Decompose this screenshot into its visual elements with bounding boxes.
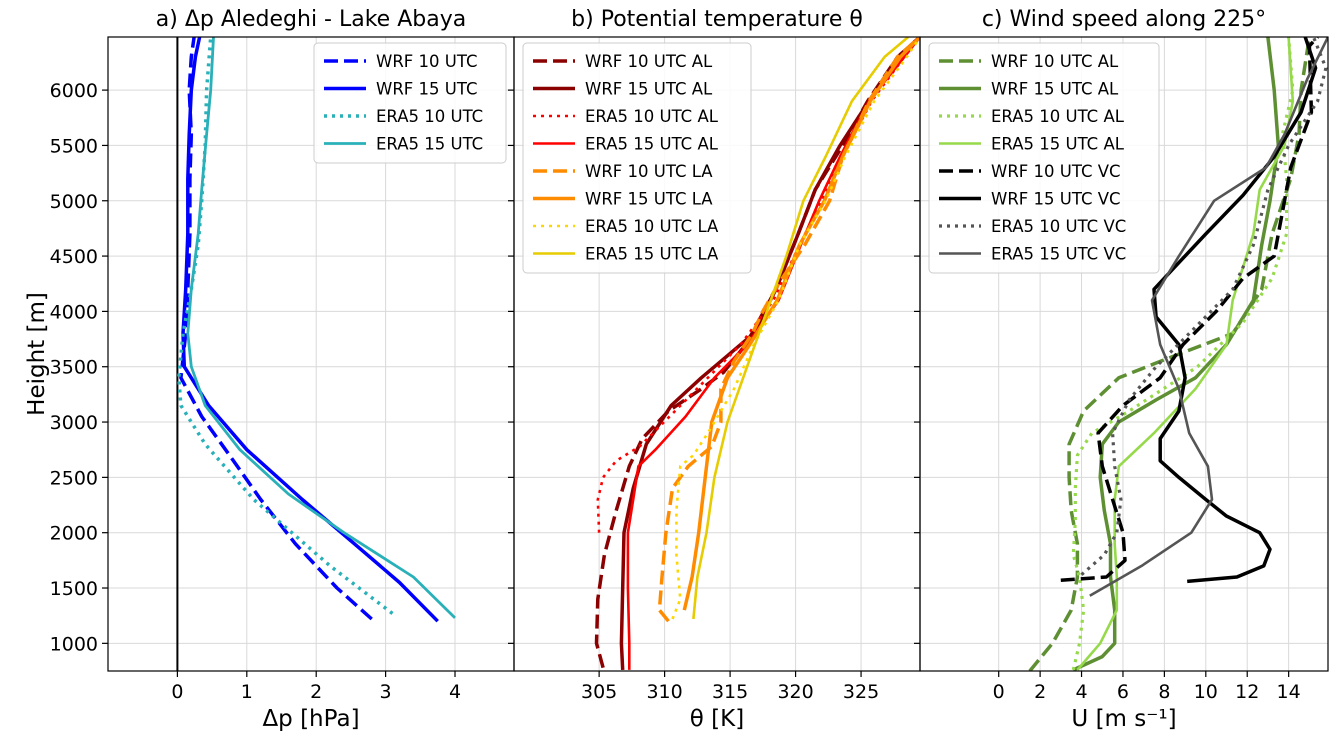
legend-label: ERA5 10 UTC LA bbox=[585, 217, 719, 236]
x-tick-label: 305 bbox=[581, 681, 617, 703]
chart-title: c) Wind speed along 225° bbox=[982, 7, 1266, 32]
x-tick-label: 14 bbox=[1277, 681, 1301, 703]
x-tick-label: 10 bbox=[1194, 681, 1218, 703]
legend-label: WRF 15 UTC LA bbox=[585, 190, 713, 209]
legend-label: WRF 10 UTC AL bbox=[991, 52, 1119, 71]
panels: 0 1 2 3 410001500200025003000350040004500500… bbox=[50, 7, 1329, 732]
x-tick-label: 2 bbox=[1034, 681, 1046, 703]
panel-2: 305 310 315 320 325 b) Potential temperature … bbox=[508, 7, 921, 732]
x-tick-label: 1 bbox=[241, 681, 253, 703]
legend-label: ERA5 15 UTC bbox=[376, 135, 483, 154]
legend-label: ERA5 10 UTC AL bbox=[585, 107, 719, 126]
legend-label: ERA5 10 UTC VC bbox=[991, 217, 1126, 236]
legend-box bbox=[313, 42, 507, 164]
y-tick-label: 5500 bbox=[50, 135, 98, 157]
legend: WRF 10 UTC AL WRF 15 UTC AL ERA5 10 UTC AL… bbox=[928, 42, 1160, 274]
legend-label: WRF 15 UTC bbox=[376, 80, 477, 99]
x-axis-label: U [m s⁻¹] bbox=[1071, 706, 1176, 732]
x-tick-label: 3 bbox=[380, 681, 392, 703]
legend-label: WRF 10 UTC AL bbox=[585, 52, 713, 71]
series-line bbox=[626, 37, 920, 670]
legend-label: ERA5 15 UTC AL bbox=[991, 135, 1125, 154]
y-tick-label: 3000 bbox=[50, 412, 98, 434]
x-tick-label: 12 bbox=[1235, 681, 1259, 703]
x-axis-label: Δp [hPa] bbox=[262, 706, 359, 732]
legend-label: WRF 10 UTC VC bbox=[991, 162, 1121, 181]
x-tick-label: 0 bbox=[171, 681, 183, 703]
panel-3: 0 2 4 6 8 10 12 14 c) Wind speed along 225° U [m … bbox=[914, 7, 1329, 732]
series-line bbox=[619, 37, 920, 670]
y-tick-label: 1000 bbox=[50, 633, 98, 655]
series-line bbox=[657, 37, 920, 623]
x-tick-label: 2 bbox=[310, 681, 322, 703]
x-tick-label: 320 bbox=[777, 681, 813, 703]
series-group bbox=[594, 37, 920, 670]
panel-1: 0 1 2 3 4 1000 1500 2000 2500 3000 3500 4000 4500 500… bbox=[50, 7, 515, 732]
y-tick-label: 5000 bbox=[50, 191, 98, 213]
y-tick-label: 4500 bbox=[50, 246, 98, 268]
legend: WRF 10 UTC WRF 15 UTC ERA5 10 UTC ERA5 15 U… bbox=[313, 42, 507, 164]
x-tick-label: 0 bbox=[993, 681, 1005, 703]
y-tick-label: 2500 bbox=[50, 467, 98, 489]
x-tick-label: 8 bbox=[1158, 681, 1170, 703]
series-line bbox=[1028, 37, 1312, 671]
x-tick-label: 6 bbox=[1117, 681, 1129, 703]
chart-title: a) Δp Aledeghi - Lake Abaya bbox=[156, 7, 466, 32]
x-tick-label: 325 bbox=[843, 681, 879, 703]
legend-label: ERA5 15 UTC VC bbox=[991, 245, 1126, 264]
series-line bbox=[1071, 37, 1295, 671]
series-line bbox=[1076, 37, 1295, 671]
y-axis-label: Height [m] bbox=[24, 292, 50, 416]
legend: WRF 10 UTC AL WRF 15 UTC AL ERA5 10 UTC AL… bbox=[522, 42, 752, 274]
y-tick-label: 1500 bbox=[50, 578, 98, 600]
legend-label: ERA5 15 UTC AL bbox=[585, 135, 719, 154]
x-tick-label: 310 bbox=[646, 681, 682, 703]
x-tick-label: 4 bbox=[449, 681, 461, 703]
legend-label: WRF 10 UTC bbox=[376, 52, 477, 71]
series-line bbox=[692, 37, 910, 620]
x-axis-label: θ [K] bbox=[690, 706, 744, 732]
series-line bbox=[1080, 37, 1328, 576]
legend-label: ERA5 10 UTC bbox=[376, 107, 483, 126]
legend-label: WRF 15 UTC AL bbox=[991, 80, 1119, 99]
series-line bbox=[671, 37, 920, 620]
legend-label: WRF 15 UTC AL bbox=[585, 80, 713, 99]
series-line bbox=[1152, 37, 1318, 584]
series-line bbox=[1089, 37, 1328, 597]
legend-label: ERA5 15 UTC LA bbox=[585, 245, 719, 264]
series-group bbox=[177, 37, 456, 623]
series-line bbox=[1060, 37, 1319, 583]
y-tick-label: 4000 bbox=[50, 301, 98, 323]
series-line bbox=[186, 37, 456, 619]
legend-box bbox=[928, 42, 1160, 274]
legend-box bbox=[522, 42, 752, 274]
series-group bbox=[1028, 37, 1328, 671]
chart-title: b) Potential temperature θ bbox=[571, 7, 863, 32]
y-tick-label: 3500 bbox=[50, 357, 98, 379]
legend-label: WRF 10 UTC LA bbox=[585, 162, 713, 181]
x-tick-label: 4 bbox=[1075, 681, 1087, 703]
legend-label: ERA5 10 UTC AL bbox=[991, 107, 1125, 126]
legend-label: WRF 15 UTC VC bbox=[991, 190, 1121, 209]
plot-frame bbox=[919, 36, 1329, 672]
x-tick-label: 315 bbox=[712, 681, 748, 703]
y-tick-label: 2000 bbox=[50, 523, 98, 545]
y-tick-label: 6000 bbox=[50, 80, 98, 102]
